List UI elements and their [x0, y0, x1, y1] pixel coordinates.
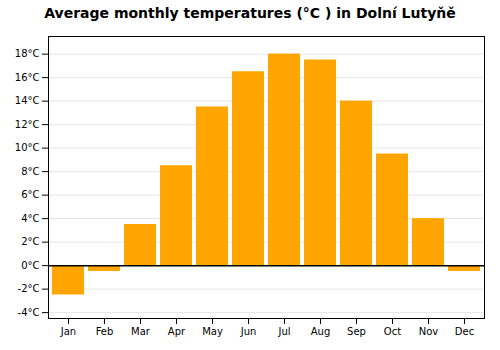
svg-text:4°C: 4°C — [21, 213, 39, 224]
svg-text:6°C: 6°C — [21, 189, 39, 200]
svg-text:Dec: Dec — [455, 326, 474, 337]
html-text:Average monthly temperatures (: Average monthly temperatures (°C ) in Do… — [44, 5, 456, 21]
svg-text:Nov: Nov — [419, 326, 439, 337]
svg-text:10°C: 10°C — [15, 142, 40, 153]
svg-text:14°C: 14°C — [15, 95, 40, 106]
svg-text:16°C: 16°C — [15, 72, 40, 83]
svg-text:0°C: 0°C — [21, 260, 39, 271]
svg-text:Jul: Jul — [277, 326, 290, 337]
svg-text:-4°C: -4°C — [18, 307, 40, 318]
svg-text:2°C: 2°C — [21, 236, 39, 247]
svg-text:Aug: Aug — [311, 326, 331, 337]
svg-text:Jan: Jan — [60, 326, 76, 337]
svg-text:Apr: Apr — [168, 326, 186, 337]
svg-text:Feb: Feb — [96, 326, 114, 337]
svg-text:8°C: 8°C — [21, 166, 39, 177]
svg-text:12°C: 12°C — [15, 119, 40, 130]
svg-text:May: May — [202, 326, 223, 337]
svg-text:Sep: Sep — [347, 326, 366, 337]
svg-text:Jun: Jun — [240, 326, 257, 337]
svg-text:-2°C: -2°C — [18, 283, 40, 294]
svg-text:Oct: Oct — [384, 326, 401, 337]
svg-text:Mar: Mar — [131, 326, 151, 337]
svg-text:18°C: 18°C — [15, 48, 40, 59]
